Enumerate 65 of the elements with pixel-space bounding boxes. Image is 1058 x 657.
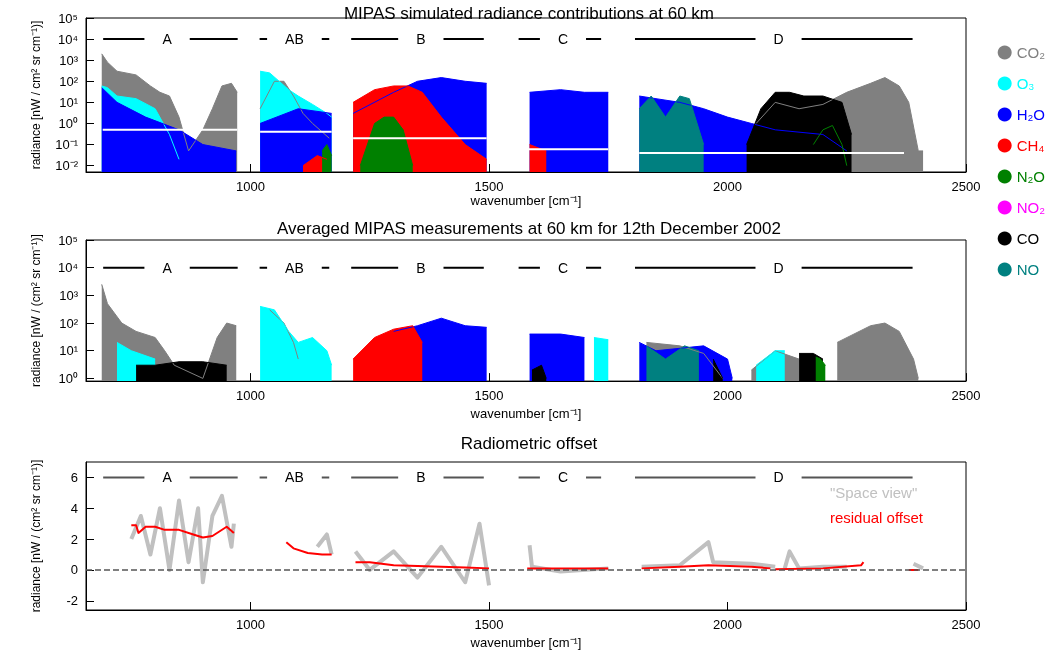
y-tick-label: 10¹ <box>59 343 79 359</box>
y-tick-label: 4 <box>70 500 78 516</box>
annotation: A <box>162 469 173 486</box>
chart-title: Averaged MIPAS measurements at 60 km for 12th December 2002 <box>277 219 781 238</box>
chart-title: MIPAS simulated radiance contributions at 60 km <box>343 4 715 23</box>
annotation: D <box>773 259 784 276</box>
annotation: A <box>162 31 173 48</box>
annotation: AB <box>285 259 304 276</box>
y-axis-title: radiance [nW / (cm² sr cm⁻¹)] <box>29 459 43 613</box>
annotation: AB <box>285 31 304 48</box>
y-tick-label: 10⁻¹ <box>55 137 79 153</box>
x-tick-label: 1000 <box>236 179 266 194</box>
x-tick-label: 2500 <box>951 617 981 632</box>
y-tick-label: 10⁰ <box>58 370 78 386</box>
y-tick-label: 10⁻² <box>55 158 79 174</box>
y-tick-label: 10⁴ <box>57 260 78 276</box>
x-tick-label: 2500 <box>951 388 981 404</box>
legend-label: N₂O <box>1016 168 1046 185</box>
y-tick-label: 2 <box>70 531 78 547</box>
legend-label: CO <box>1016 230 1040 247</box>
y-tick-label: -2 <box>66 593 78 609</box>
chart-title: Radiometric offset <box>460 434 598 453</box>
legend-label: O₃ <box>1016 75 1035 92</box>
annotation: C <box>557 259 569 276</box>
annotation: B <box>416 469 426 486</box>
annotation: AB <box>285 469 304 486</box>
y-tick-label: 10¹ <box>59 94 79 110</box>
y-tick-label: 10³ <box>59 287 79 303</box>
legend-label: NO <box>1016 261 1040 278</box>
x-axis-title: wavenumber [cm⁻¹] <box>469 634 582 650</box>
text: "Space view" <box>829 484 918 501</box>
x-axis-title: wavenumber [cm⁻¹] <box>469 192 582 208</box>
y-tick-label: 10³ <box>59 52 79 68</box>
annotation: D <box>773 31 784 48</box>
annotation: C <box>557 469 569 486</box>
x-tick-label: 1500 <box>474 179 504 194</box>
legend-label: H₂O <box>1016 106 1046 123</box>
y-tick-label: 10⁵ <box>58 232 78 248</box>
x-tick-label: 1000 <box>236 617 266 632</box>
x-tick-label: 2000 <box>713 179 742 194</box>
x-axis-title: wavenumber [cm⁻¹] <box>469 406 582 421</box>
y-tick-label: 10² <box>59 73 79 89</box>
annotation: B <box>416 259 426 276</box>
text: residual offset <box>829 509 924 526</box>
y-tick-label: 6 <box>70 469 78 485</box>
x-tick-label: 1000 <box>236 388 266 404</box>
legend-label: CH₄ <box>1016 137 1045 154</box>
y-axis-title: radiance [nW / (cm² sr cm⁻¹)] <box>29 234 43 387</box>
y-axis-title: radiance [nW / cm² sr cm⁻¹)] <box>29 20 43 170</box>
x-tick-label: 2500 <box>951 179 981 194</box>
y-tick-label: 10⁵ <box>58 10 78 26</box>
y-tick-label: 0 <box>70 562 78 578</box>
annotation: D <box>773 469 784 486</box>
y-tick-label: 10² <box>59 315 79 331</box>
x-tick-label: 2000 <box>713 617 742 632</box>
legend-label: CO₂ <box>1016 44 1046 61</box>
legend-label: NO₂ <box>1016 199 1046 216</box>
x-tick-label: 1500 <box>474 388 504 404</box>
y-tick-label: 10⁴ <box>57 31 78 47</box>
annotation: B <box>416 31 426 48</box>
y-tick-label: 10⁰ <box>58 115 78 131</box>
x-tick-label: 1500 <box>474 617 504 632</box>
annotation: C <box>557 31 569 48</box>
annotation: A <box>162 259 173 276</box>
x-tick-label: 2000 <box>713 388 742 404</box>
